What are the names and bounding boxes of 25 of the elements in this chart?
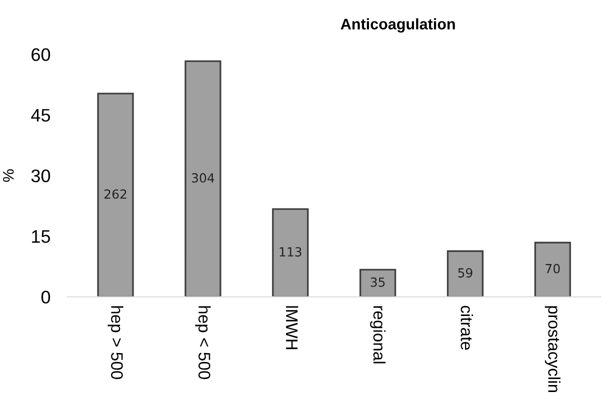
annotation: 113 (280, 247, 302, 257)
y-tick-label: 0 (41, 290, 50, 304)
x-tick-label: prostacyclin (544, 306, 560, 392)
y-tick-label: 60 (32, 48, 50, 62)
chart-title: Anticoagulation (340, 18, 455, 33)
bar (97, 92, 134, 297)
annotation: 59 (458, 268, 472, 278)
y-tick-label: 15 (32, 230, 50, 243)
y-tick-label: 30 (31, 169, 50, 182)
x-tick-label: hep > 500 (108, 306, 124, 380)
x-tick-label: regional (370, 306, 386, 364)
annotation: 35 (370, 277, 385, 287)
y-axis-title: % (3, 169, 14, 182)
y-tick-label: 45 (31, 109, 50, 122)
x-tick-label: hep < 500 (195, 306, 211, 380)
x-tick-label: citrate (460, 306, 473, 350)
bar (272, 208, 309, 297)
bar (184, 60, 222, 297)
bar (446, 250, 484, 297)
annotation: 304 (192, 173, 214, 183)
annotation: 262 (104, 189, 126, 199)
annotation: 70 (546, 264, 560, 274)
bar (534, 242, 571, 297)
bar (359, 268, 396, 297)
x-tick-label: lMWH (286, 306, 298, 350)
